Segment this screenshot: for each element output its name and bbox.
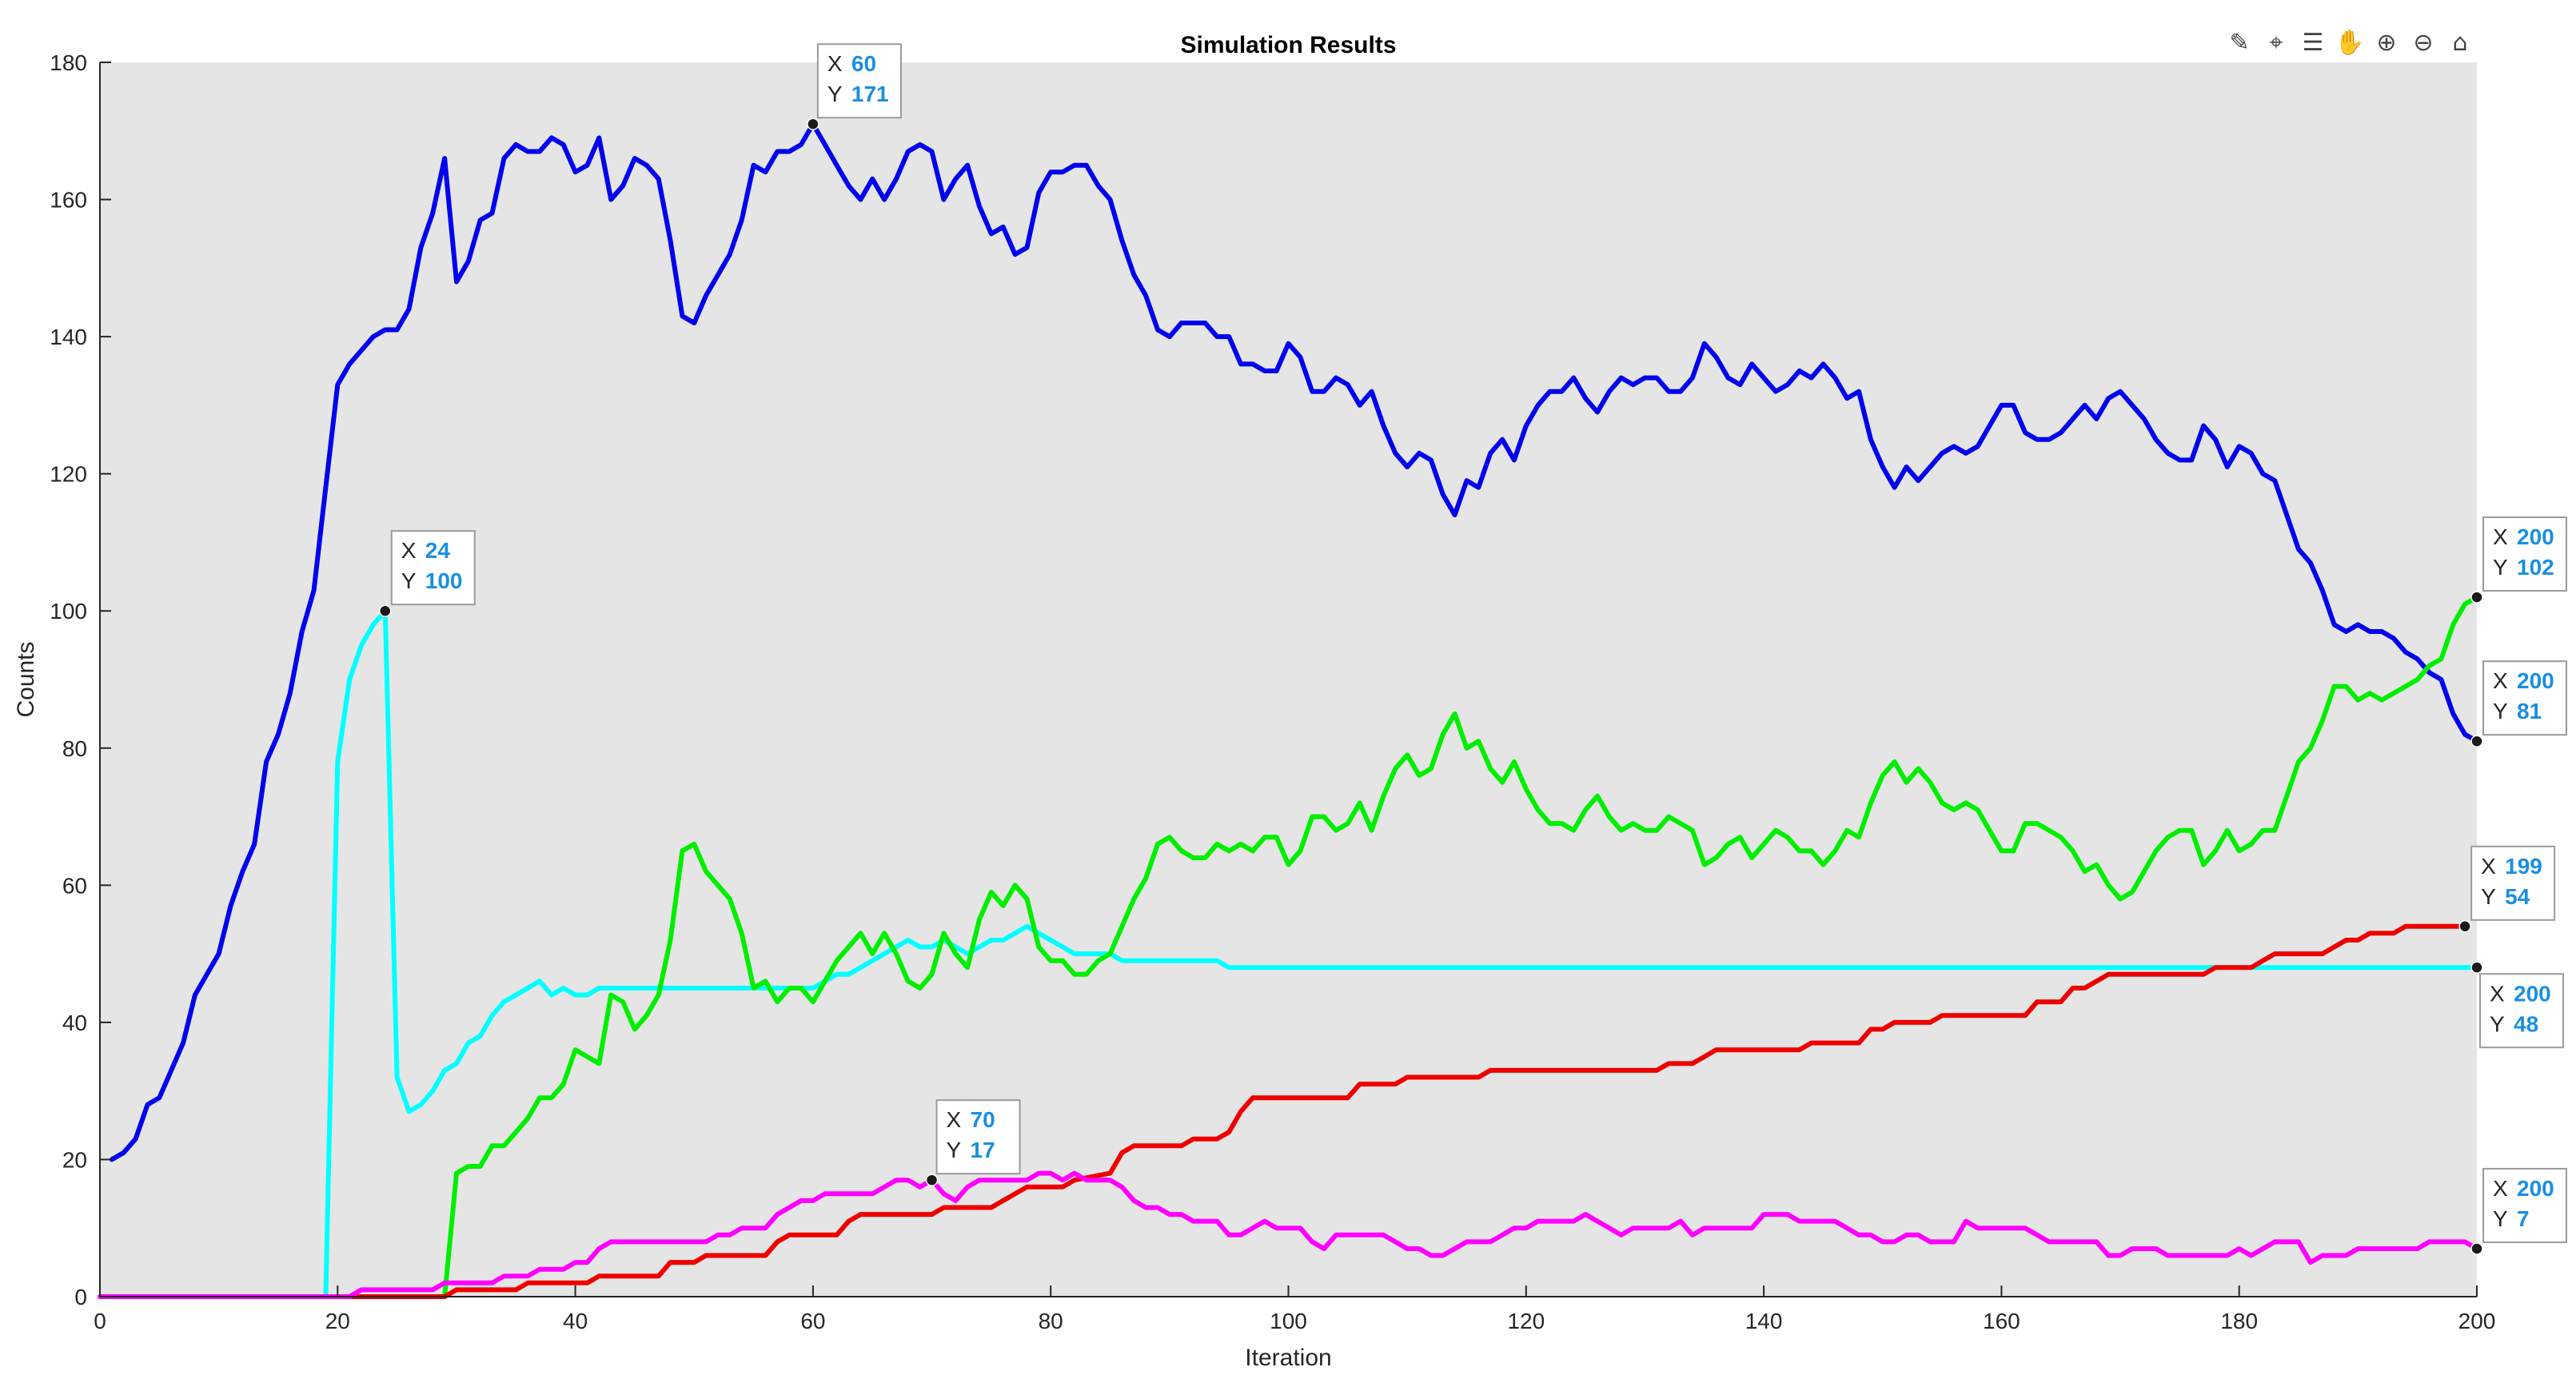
x-tick-label: 20 — [325, 1309, 350, 1333]
x-tick-label: 80 — [1039, 1309, 1063, 1333]
data-tips-icon[interactable]: ⌖ — [2269, 28, 2283, 57]
y-tick-label: 60 — [62, 873, 87, 898]
datatip-value: 24 — [425, 538, 451, 563]
chart-title: Simulation Results — [1180, 32, 1396, 58]
series-line-2[interactable] — [98, 608, 2479, 1299]
datatip-marker — [2470, 591, 2483, 604]
y-tick-label: 20 — [62, 1147, 87, 1172]
datatip[interactable]: X 200 Y 48 — [2470, 961, 2564, 1049]
datatip-value: 199 — [2505, 854, 2542, 879]
datatip-key: X — [2493, 524, 2508, 549]
datatips-layer: X 60 Y 171 X 24 Y 100 X 70 Y 17 X 200 Y 102 X 200 Y 81 X 199 Y… — [379, 43, 2567, 1255]
datatip-value: 200 — [2517, 1176, 2554, 1201]
datatip[interactable]: X 70 Y 17 — [925, 1099, 1021, 1186]
datatip-box — [390, 530, 476, 606]
y-tick-label: 140 — [50, 325, 87, 349]
datatip[interactable]: X 24 Y 100 — [379, 530, 476, 617]
datatip-marker — [2470, 1242, 2483, 1255]
datatip-box — [2479, 973, 2564, 1049]
y-tick-label: 100 — [50, 599, 87, 624]
y-tick-label: 120 — [50, 462, 87, 487]
x-tick-label: 160 — [1983, 1309, 2020, 1333]
datatip[interactable]: X 60 Y 171 — [807, 43, 902, 130]
zoom-out-icon[interactable]: ⊖ — [2413, 28, 2434, 57]
x-tick-label: 200 — [2458, 1309, 2496, 1333]
y-tick-label: 180 — [50, 50, 87, 75]
series-line-3[interactable] — [98, 595, 2479, 1299]
y-tick-label: 40 — [62, 1010, 87, 1035]
datatip-value: 171 — [851, 82, 889, 106]
series-line-5[interactable] — [98, 1170, 2479, 1299]
datatip-key: Y — [2493, 1206, 2508, 1231]
datatip-key: Y — [2490, 1011, 2505, 1036]
zoom-in-icon[interactable]: ⊕ — [2376, 28, 2397, 57]
y-tick-label: 0 — [74, 1285, 87, 1309]
datatip-key: X — [2481, 854, 2496, 879]
datatip-value: 48 — [2514, 1011, 2538, 1036]
datatip-key: X — [2490, 981, 2505, 1006]
datatip-value: 200 — [2517, 668, 2554, 693]
datatip-key: Y — [827, 82, 843, 106]
datatip-marker — [2470, 961, 2483, 974]
datatip-value: 81 — [2517, 699, 2542, 723]
x-tick-label: 0 — [94, 1309, 106, 1333]
y-tick-label: 80 — [62, 736, 87, 761]
datatip-key: Y — [947, 1138, 962, 1162]
datatip-box — [2482, 1167, 2567, 1243]
datatip[interactable]: X 200 Y 102 — [2470, 516, 2567, 604]
datatip-key: Y — [2493, 555, 2508, 580]
datatip-value: 7 — [2517, 1206, 2530, 1231]
datatip-key: X — [2493, 668, 2508, 693]
plot-area[interactable] — [100, 62, 2477, 1297]
y-tick-label: 160 — [50, 188, 87, 213]
x-tick-label: 140 — [1745, 1309, 1783, 1333]
series-line-1[interactable] — [109, 122, 2479, 1162]
series-line-4[interactable] — [98, 923, 2468, 1299]
x-axis-label: Iteration — [1245, 1345, 1331, 1371]
datatip-marker — [807, 118, 819, 130]
x-tick-label: 120 — [1507, 1309, 1545, 1333]
datatip-marker — [925, 1174, 939, 1186]
datatip-value: 200 — [2514, 981, 2551, 1006]
x-tick-label: 60 — [800, 1309, 825, 1333]
series-layer — [98, 122, 2479, 1299]
datatip-value: 54 — [2505, 884, 2530, 909]
datatip-key: X — [401, 538, 417, 563]
datatip-key: Y — [2481, 884, 2496, 909]
pan-hand-icon[interactable]: ✋ — [2335, 28, 2365, 57]
x-tick-label: 100 — [1270, 1309, 1307, 1333]
datatip-key: Y — [401, 568, 417, 593]
x-tick-label: 40 — [563, 1309, 588, 1333]
axes-toolbar: ✎ ⌖ ☰ ✋ ⊕ ⊖ ⌂ — [2223, 26, 2477, 61]
datatip-marker — [2470, 735, 2483, 747]
datatip-box — [2482, 516, 2567, 592]
datatip-value: 70 — [971, 1107, 995, 1132]
datatip[interactable]: X 200 Y 81 — [2470, 660, 2567, 747]
axes-layer: 0 20 40 60 80 100 120 140 160 180 200 0 20 40 60 80 100 1… — [50, 50, 2495, 1333]
datatip-box — [2470, 845, 2556, 921]
datatip[interactable]: X 199 Y 54 — [2458, 845, 2556, 933]
datatip-box — [935, 1099, 1021, 1175]
datatip-value: 200 — [2517, 524, 2554, 549]
datatip-value: 17 — [971, 1138, 995, 1162]
datatip-box — [816, 43, 902, 119]
datatip-box — [2482, 660, 2567, 736]
brush-icon[interactable]: ✎ — [2229, 28, 2250, 57]
datatip-value: 100 — [425, 568, 463, 593]
datatip-marker — [379, 604, 392, 617]
legend-icon[interactable]: ☰ — [2302, 28, 2324, 57]
x-tick-label: 180 — [2220, 1309, 2258, 1333]
datatip-key: Y — [2493, 699, 2508, 723]
datatip[interactable]: X 200 Y 7 — [2470, 1167, 2567, 1255]
y-axis-label: Counts — [13, 641, 39, 717]
datatip-value: 102 — [2517, 555, 2554, 580]
datatip-key: X — [2493, 1176, 2508, 1201]
datatip-value: 60 — [851, 51, 876, 76]
home-icon[interactable]: ⌂ — [2452, 28, 2468, 57]
datatip-key: X — [947, 1107, 962, 1132]
datatip-marker — [2458, 920, 2471, 933]
datatip-key: X — [827, 51, 843, 76]
